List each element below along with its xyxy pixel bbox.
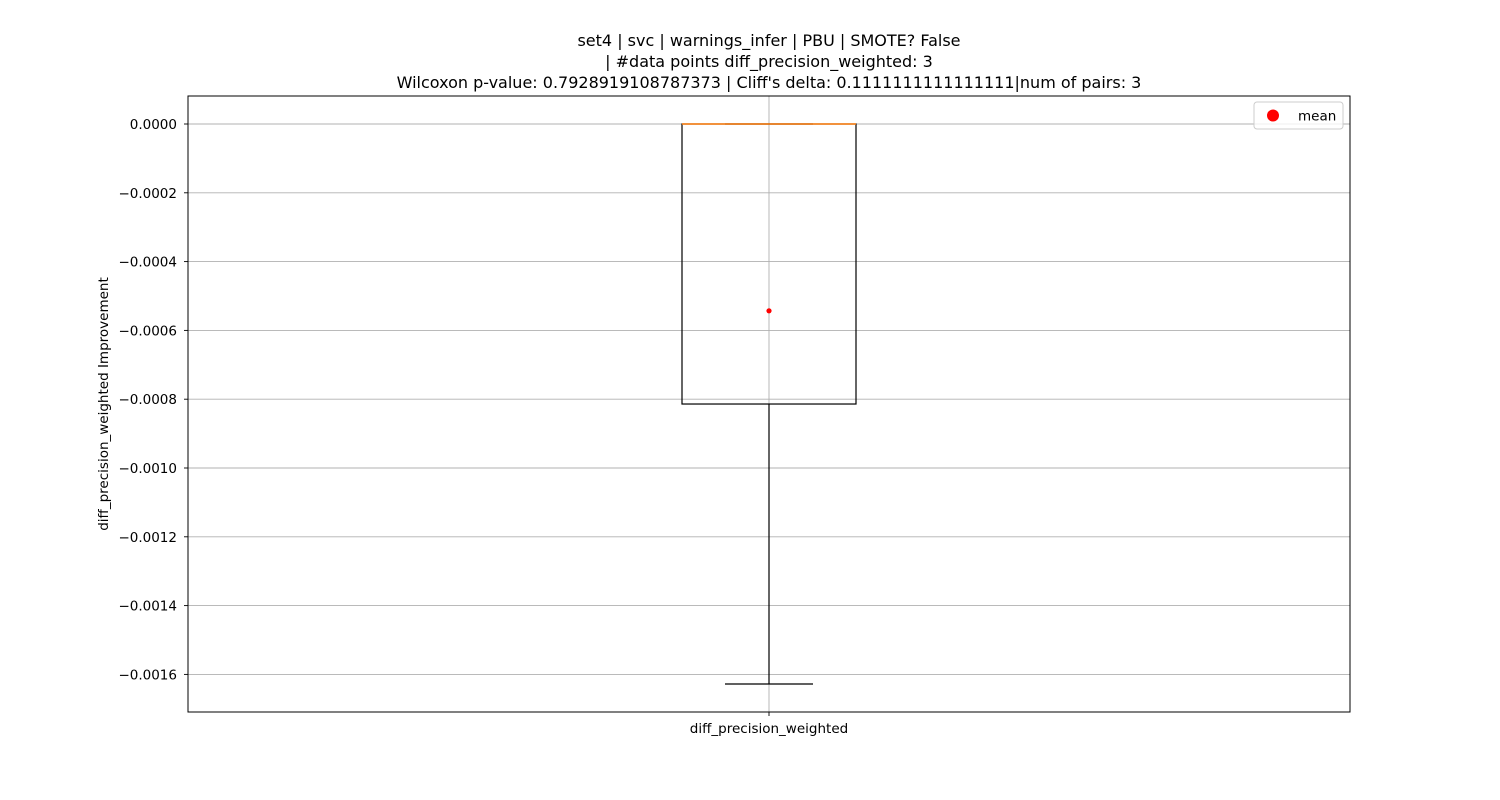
y-tick-label: −0.0016 (118, 667, 177, 683)
legend: mean (1253, 101, 1344, 130)
x-tick-label: diff_precision_weighted (690, 721, 848, 737)
chart-title-line-2: | #data points diff_precision_weighted: … (605, 52, 933, 72)
y-tick-label: −0.0010 (118, 461, 177, 477)
y-tick-label: 0.0000 (130, 117, 177, 133)
legend-marker-mean (1267, 109, 1279, 122)
y-tick-label: −0.0002 (118, 186, 177, 202)
y-tick-label: −0.0008 (118, 392, 177, 408)
chart-title: set4 | svc | warnings_infer | PBU | SMOT… (397, 31, 1142, 92)
legend-box (1253, 101, 1344, 130)
y-tick-label: −0.0006 (118, 323, 177, 339)
plot-area (681, 123, 857, 685)
y-axis-label: diff_precision_weighted Improvement (96, 277, 112, 531)
y-tick-label: −0.0014 (118, 599, 177, 615)
y-tick-label: −0.0012 (118, 530, 177, 546)
chart-title-line-1: set4 | svc | warnings_infer | PBU | SMOT… (577, 31, 960, 51)
plot-frame (187, 95, 1351, 713)
y-tick-label: −0.0004 (118, 255, 177, 271)
legend-label-mean: mean (1298, 109, 1336, 125)
axes: 0.0000 −0.0002 −0.0004 −0.0006 −0.0008 −0.001… (118, 95, 1351, 737)
mean-point (766, 308, 772, 314)
chart-title-line-3: Wilcoxon p-value: 0.7928919108787373 | C… (397, 73, 1142, 92)
